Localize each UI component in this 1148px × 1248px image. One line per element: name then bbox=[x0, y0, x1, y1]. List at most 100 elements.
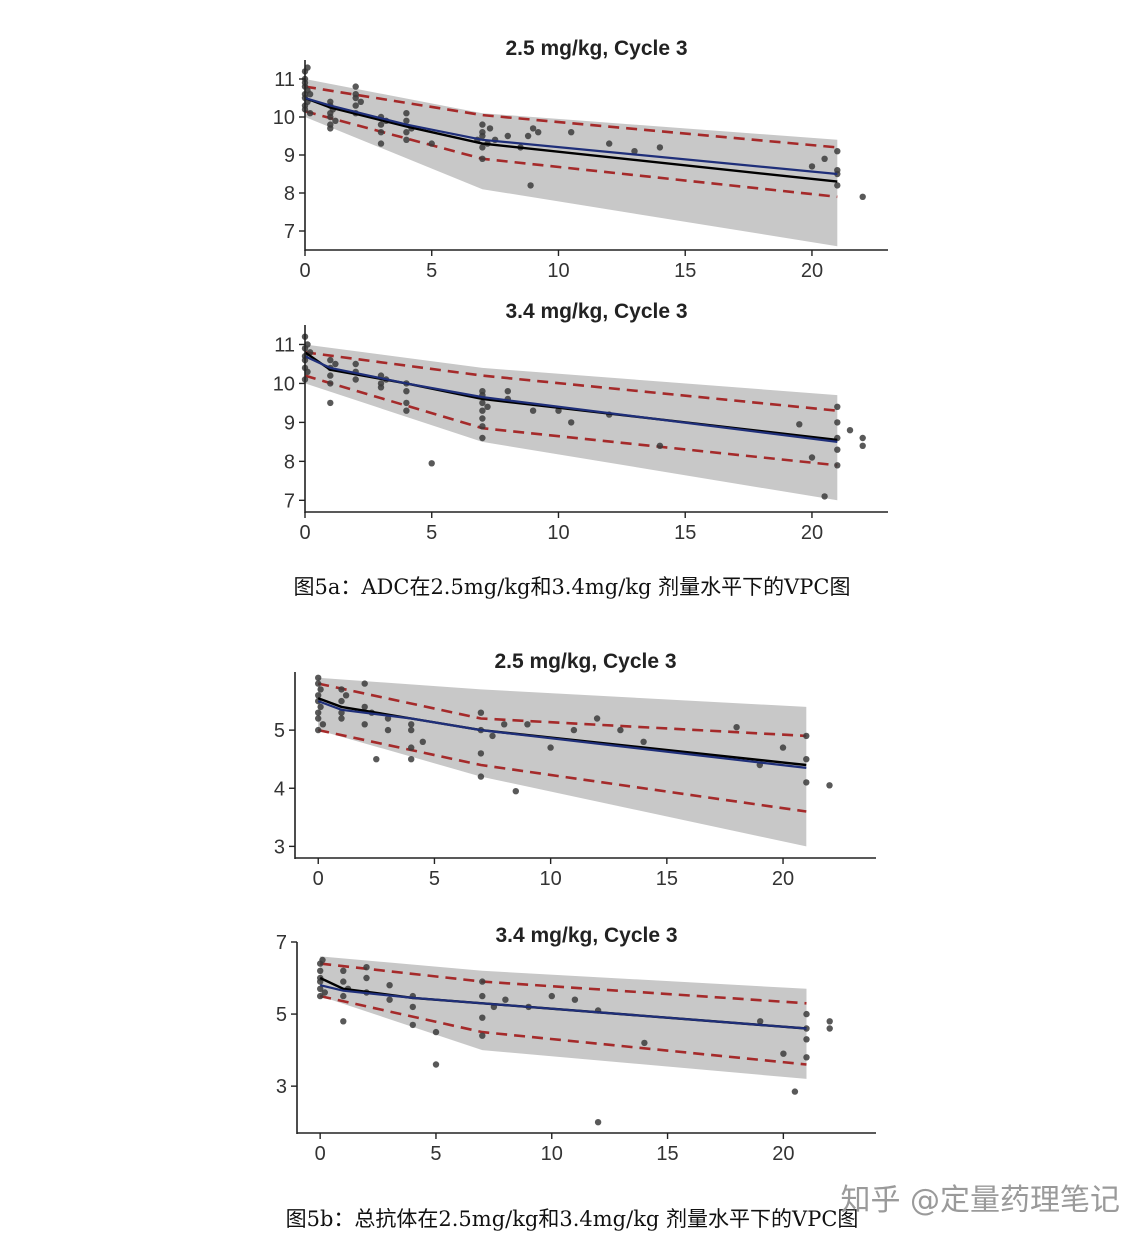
watermark: 知乎 @定量药理笔记 bbox=[840, 1183, 1120, 1218]
observation-point bbox=[821, 493, 828, 500]
observation-point bbox=[408, 721, 415, 728]
observation-point bbox=[512, 788, 519, 795]
y-tick-label: 3 bbox=[276, 1076, 287, 1098]
observation-point bbox=[304, 341, 311, 348]
observation-point bbox=[409, 1021, 416, 1029]
observation-point bbox=[486, 125, 494, 132]
observation-point bbox=[803, 1010, 810, 1018]
observation-point bbox=[803, 1036, 810, 1043]
x-tick-label: 0 bbox=[313, 868, 324, 890]
y-tick-label: 7 bbox=[284, 221, 295, 243]
observation-point bbox=[796, 421, 803, 428]
observation-point bbox=[808, 163, 816, 170]
observation-point bbox=[321, 989, 328, 996]
observation-point bbox=[733, 724, 740, 731]
observation-point bbox=[780, 1050, 787, 1057]
observation-point bbox=[419, 738, 426, 745]
observation-point bbox=[594, 1119, 602, 1126]
observation-point bbox=[340, 992, 347, 1000]
predicted-median-line bbox=[317, 700, 807, 769]
observation-point bbox=[504, 132, 511, 140]
observation-point bbox=[548, 992, 555, 1000]
observation-point bbox=[340, 1018, 347, 1025]
y-tick-label: 10 bbox=[273, 373, 295, 395]
observation-point bbox=[319, 956, 326, 964]
observation-point bbox=[384, 726, 392, 734]
observation-point bbox=[327, 380, 334, 387]
y-tick-label: 7 bbox=[284, 490, 295, 512]
vpc-panel-b1: 2.5 mg/kg, Cycle 3 0 5 10 15 20 3 4 5 bbox=[274, 650, 876, 890]
upper_percentile-line bbox=[304, 351, 838, 412]
observation-point bbox=[327, 399, 334, 407]
observation-point bbox=[593, 715, 601, 722]
observation-point bbox=[631, 148, 638, 155]
lower_percentile-line bbox=[319, 994, 807, 1066]
observation-point bbox=[340, 978, 347, 985]
observation-point bbox=[803, 756, 810, 763]
observation-point bbox=[826, 782, 833, 789]
x-tick-label: 5 bbox=[426, 260, 437, 282]
observation-point bbox=[306, 91, 314, 98]
observation-point bbox=[304, 368, 311, 375]
upper_percentile-line bbox=[304, 85, 838, 149]
observation-point bbox=[484, 403, 491, 410]
observation-point bbox=[479, 978, 486, 985]
observation-point bbox=[361, 721, 368, 728]
observation-point bbox=[606, 140, 613, 147]
observation-point bbox=[479, 407, 486, 414]
observation-point bbox=[527, 182, 534, 189]
observation-point bbox=[403, 136, 410, 143]
observation-point bbox=[529, 125, 537, 132]
y-tick-label: 8 bbox=[284, 451, 295, 473]
y-tick-label: 3 bbox=[274, 836, 285, 858]
observation-point bbox=[479, 1014, 486, 1021]
x-tick-label: 5 bbox=[430, 1143, 441, 1165]
observation-point bbox=[352, 94, 359, 102]
upper_percentile-line bbox=[317, 682, 807, 738]
observation-point bbox=[403, 388, 410, 395]
observation-point bbox=[327, 125, 334, 132]
observation-point bbox=[386, 996, 393, 1003]
observation-point bbox=[504, 388, 511, 395]
observation-point bbox=[826, 1018, 833, 1025]
observation-point bbox=[640, 738, 647, 745]
observation-point bbox=[315, 715, 322, 722]
observation-point bbox=[327, 113, 334, 121]
observation-point bbox=[317, 985, 324, 992]
vpc-panel-a2: 3.4 mg/kg, Cycle 3 0 5 10 15 20 7 8 9 10 11 bbox=[273, 300, 888, 544]
observation-point bbox=[377, 384, 385, 391]
observation-point bbox=[477, 773, 485, 780]
y-tick-label: 9 bbox=[284, 412, 295, 434]
prediction-interval-band bbox=[318, 677, 807, 847]
y-tick-label: 11 bbox=[274, 69, 295, 91]
observation-point bbox=[834, 148, 841, 155]
x-tick-label: 0 bbox=[299, 522, 310, 544]
observation-point bbox=[834, 403, 841, 410]
observation-point bbox=[479, 399, 486, 407]
observation-point bbox=[315, 709, 322, 716]
observation-point bbox=[834, 419, 841, 426]
x-tick-label: 10 bbox=[547, 260, 569, 282]
observation-point bbox=[315, 692, 322, 699]
observation-point bbox=[479, 155, 486, 162]
observation-point bbox=[432, 1028, 440, 1036]
observation-point bbox=[363, 974, 370, 982]
x-tick-label: 20 bbox=[801, 260, 823, 282]
observation-point bbox=[617, 726, 624, 734]
x-tick-label: 10 bbox=[540, 868, 562, 890]
observation-point bbox=[332, 117, 339, 125]
vpc-panel-b2: 3.4 mg/kg, Cycle 3 0 5 10 15 20 3 5 7 bbox=[276, 924, 876, 1165]
observation-point bbox=[357, 98, 364, 106]
observation-point bbox=[315, 674, 322, 681]
observation-point bbox=[859, 442, 866, 449]
observation-point bbox=[479, 1032, 486, 1039]
observation-point bbox=[502, 996, 509, 1003]
observation-point bbox=[803, 1054, 810, 1061]
x-tick-label: 10 bbox=[541, 1143, 563, 1165]
observation-point bbox=[315, 680, 322, 687]
x-tick-label: 0 bbox=[299, 260, 310, 282]
y-tick-label: 7 bbox=[276, 932, 287, 954]
observation-point bbox=[342, 692, 350, 699]
observation-point bbox=[803, 732, 810, 740]
observation-point bbox=[304, 64, 311, 71]
